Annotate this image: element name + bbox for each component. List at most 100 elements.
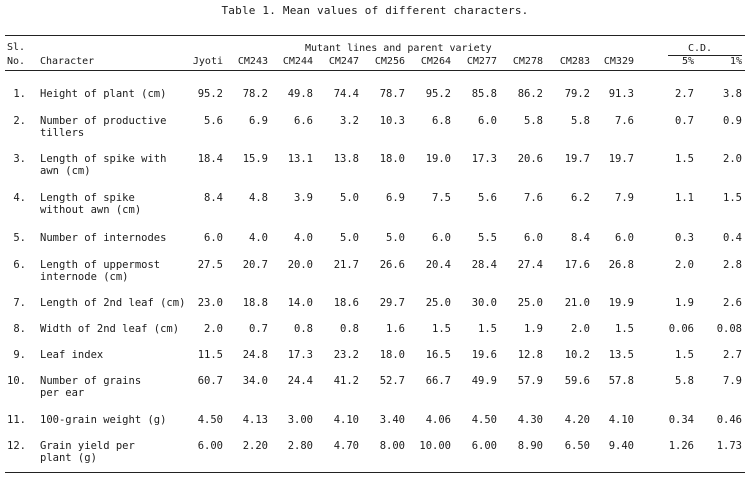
variety-header: CM277 <box>466 56 497 67</box>
row-value: 49.9 <box>471 375 497 387</box>
row-value: 2.0 <box>571 323 590 335</box>
row-value: 18.0 <box>379 153 405 165</box>
row-value: 6.0 <box>615 232 634 244</box>
row-value: 6.0 <box>432 232 451 244</box>
row-value: 30.0 <box>471 297 497 309</box>
row-character: tillers <box>40 127 85 139</box>
row-value: 27.5 <box>197 259 223 271</box>
variety-header: CM244 <box>282 56 313 67</box>
row-character: Length of spike with <box>40 153 167 165</box>
row-character: 100-grain weight (g) <box>40 414 167 426</box>
row-cd-value: 0.34 <box>668 414 694 426</box>
row-cd-value: 1.5 <box>675 153 694 165</box>
sl-header-line1: Sl. <box>7 42 26 53</box>
row-serial: 4. <box>13 192 26 204</box>
row-value: 21.7 <box>333 259 359 271</box>
row-value: 19.6 <box>471 349 497 361</box>
row-value: 13.1 <box>287 153 313 165</box>
row-value: 20.7 <box>242 259 268 271</box>
row-value: 5.0 <box>386 232 405 244</box>
row-value: 1.5 <box>432 323 451 335</box>
row-serial: 12. <box>7 440 26 452</box>
row-value: 3.9 <box>294 192 313 204</box>
row-value: 6.9 <box>249 115 268 127</box>
row-value: 5.8 <box>524 115 543 127</box>
cd-level-header: 1% <box>729 56 742 67</box>
row-value: 1.6 <box>386 323 405 335</box>
row-value: 26.6 <box>379 259 405 271</box>
row-value: 8.4 <box>204 192 223 204</box>
row-serial: 10. <box>7 375 26 387</box>
row-value: 18.4 <box>197 153 223 165</box>
row-cd-value: 2.7 <box>723 349 742 361</box>
row-value: 8.4 <box>571 232 590 244</box>
row-character: Length of uppermost <box>40 259 161 271</box>
row-character: awn (cm) <box>40 165 91 177</box>
row-value: 34.0 <box>242 375 268 387</box>
row-value: 23.2 <box>333 349 359 361</box>
row-value: 10.2 <box>564 349 590 361</box>
row-value: 4.50 <box>471 414 497 426</box>
row-value: 2.20 <box>242 440 268 452</box>
row-character: Length of spike <box>40 192 135 204</box>
row-cd-value: 0.08 <box>716 323 742 335</box>
row-cd-value: 0.46 <box>716 414 742 426</box>
row-value: 5.8 <box>571 115 590 127</box>
row-cd-value: 1.9 <box>675 297 694 309</box>
bottom-rule <box>5 472 745 473</box>
row-value: 6.9 <box>386 192 405 204</box>
row-serial: 11. <box>7 414 26 426</box>
row-value: 57.9 <box>517 375 543 387</box>
row-value: 6.0 <box>478 115 497 127</box>
row-value: 7.9 <box>615 192 634 204</box>
variety-group-header: Mutant lines and parent variety <box>305 43 492 54</box>
row-value: 18.6 <box>333 297 359 309</box>
row-value: 25.0 <box>425 297 451 309</box>
row-value: 5.6 <box>204 115 223 127</box>
row-value: 8.00 <box>379 440 405 452</box>
row-value: 79.2 <box>564 88 590 100</box>
row-value: 5.0 <box>340 192 359 204</box>
row-value: 6.6 <box>294 115 313 127</box>
row-serial: 8. <box>13 323 26 335</box>
row-cd-value: 1.5 <box>723 192 742 204</box>
row-serial: 5. <box>13 232 26 244</box>
row-value: 6.2 <box>571 192 590 204</box>
row-value: 18.0 <box>379 349 405 361</box>
row-value: 1.5 <box>478 323 497 335</box>
row-value: 13.8 <box>333 153 359 165</box>
row-serial: 6. <box>13 259 26 271</box>
row-character: per ear <box>40 387 85 399</box>
row-value: 5.6 <box>478 192 497 204</box>
row-value: 4.20 <box>564 414 590 426</box>
row-character: Grain yield per <box>40 440 135 452</box>
row-value: 20.0 <box>287 259 313 271</box>
row-value: 17.6 <box>564 259 590 271</box>
variety-header: CM256 <box>374 56 405 67</box>
header-bottom-rule <box>5 70 745 71</box>
row-value: 60.7 <box>197 375 223 387</box>
row-value: 3.2 <box>340 115 359 127</box>
row-cd-value: 0.4 <box>723 232 742 244</box>
row-value: 59.6 <box>564 375 590 387</box>
row-value: 6.8 <box>432 115 451 127</box>
row-character: Length of 2nd leaf (cm) <box>40 297 186 309</box>
row-value: 19.7 <box>608 153 634 165</box>
row-value: 4.0 <box>294 232 313 244</box>
row-value: 17.3 <box>287 349 313 361</box>
row-value: 16.5 <box>425 349 451 361</box>
row-value: 2.0 <box>204 323 223 335</box>
row-value: 6.00 <box>197 440 223 452</box>
row-cd-value: 2.8 <box>723 259 742 271</box>
row-value: 1.9 <box>524 323 543 335</box>
row-cd-value: 2.0 <box>723 153 742 165</box>
row-cd-value: 2.7 <box>675 88 694 100</box>
variety-header: CM264 <box>420 56 451 67</box>
row-value: 14.0 <box>287 297 313 309</box>
row-character: plant (g) <box>40 452 97 464</box>
row-value: 20.4 <box>425 259 451 271</box>
row-value: 26.8 <box>608 259 634 271</box>
table-caption: Table 1. Mean values of different charac… <box>221 4 529 17</box>
row-value: 74.4 <box>333 88 359 100</box>
row-value: 4.10 <box>333 414 359 426</box>
